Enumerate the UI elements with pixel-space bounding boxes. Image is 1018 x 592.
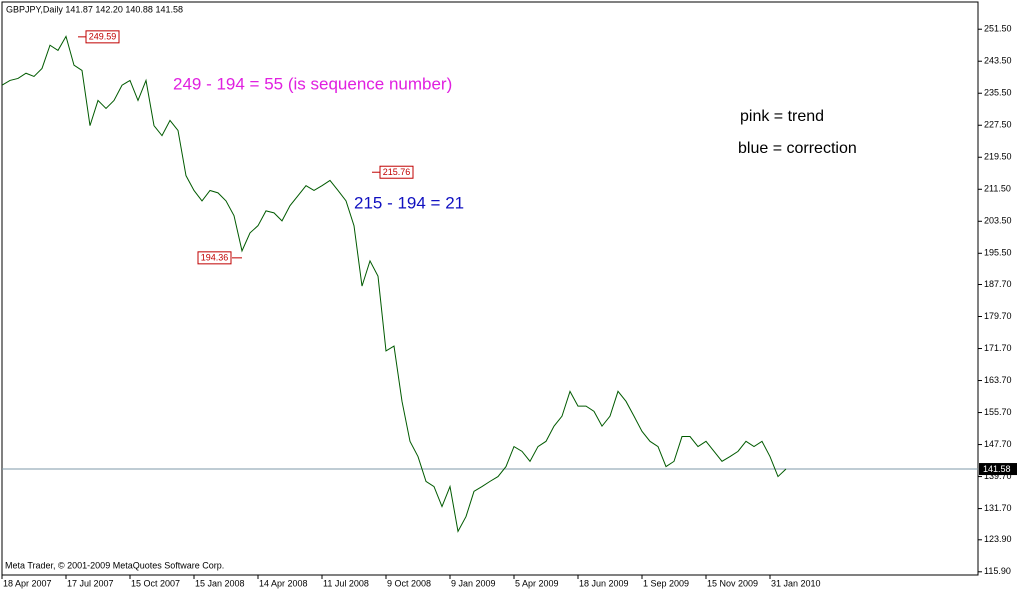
y-tick-label: 123.90 [984,534,1012,544]
y-tick-label: 235.50 [984,88,1012,98]
x-tick-label: 9 Jan 2009 [451,578,496,588]
x-tick-label: 18 Jun 2009 [579,578,629,588]
y-tick-label: 227.50 [984,120,1012,130]
y-tick-label: 243.50 [984,56,1012,66]
annotation: 249 - 194 = 55 (is sequence number) [173,74,452,93]
y-tick-label: 179.70 [984,311,1012,321]
y-tick-label: 203.50 [984,216,1012,226]
footer: Meta Trader, © 2001-2009 MetaQuotes Soft… [5,560,224,570]
y-tick-label: 139.70 [984,471,1012,481]
price-label-box [379,165,414,179]
x-tick-label: 9 Oct 2008 [387,578,431,588]
x-tick-label: 11 Jul 2008 [323,578,369,588]
price-label: 249.59 [89,32,117,42]
y-tick-label: 171.70 [984,343,1012,353]
x-tick-label: 18 Apr 2007 [3,578,52,588]
x-tick-label: 1 Sep 2009 [643,578,689,588]
y-tick-label: 163.70 [984,375,1012,385]
x-tick-label: 17 Jul 2007 [67,578,114,588]
annotation: blue = correction [738,140,857,157]
y-tick-label: 115.90 [984,566,1011,576]
current-price-box [979,463,1017,476]
price-label: 215.76 [383,167,411,177]
y-tick-label: 211.50 [984,184,1011,194]
x-tick-label: 15 Oct 2007 [131,578,180,588]
x-tick-label: 15 Jan 2008 [195,578,245,588]
y-tick-label: 155.70 [984,407,1012,417]
y-tick-label: 195.50 [984,248,1012,258]
price-line [1,35,787,533]
y-tick-label: 147.70 [984,439,1012,449]
price-label: 194.36 [201,253,229,263]
current-price-label: 141.58 [983,464,1011,474]
annotation: 215 - 194 = 21 [354,193,464,212]
y-tick-label: 187.70 [984,279,1012,289]
price-label-box [197,251,232,265]
y-tick-label: 251.50 [984,24,1012,34]
x-tick-label: 15 Nov 2009 [707,578,758,588]
x-tick-label: 14 Apr 2008 [259,578,308,588]
x-tick-label: 5 Apr 2009 [515,578,559,588]
annotation: pink = trend [740,108,824,125]
x-tick-label: 31 Jan 2010 [771,578,821,588]
chart-title: GBPJPY,Daily 141.87 142.20 140.88 141.58 [6,4,183,14]
y-tick-label: 219.50 [984,152,1012,162]
y-tick-label: 131.70 [984,503,1012,513]
plot-frame [1,1,979,576]
price-label-box [85,30,120,44]
